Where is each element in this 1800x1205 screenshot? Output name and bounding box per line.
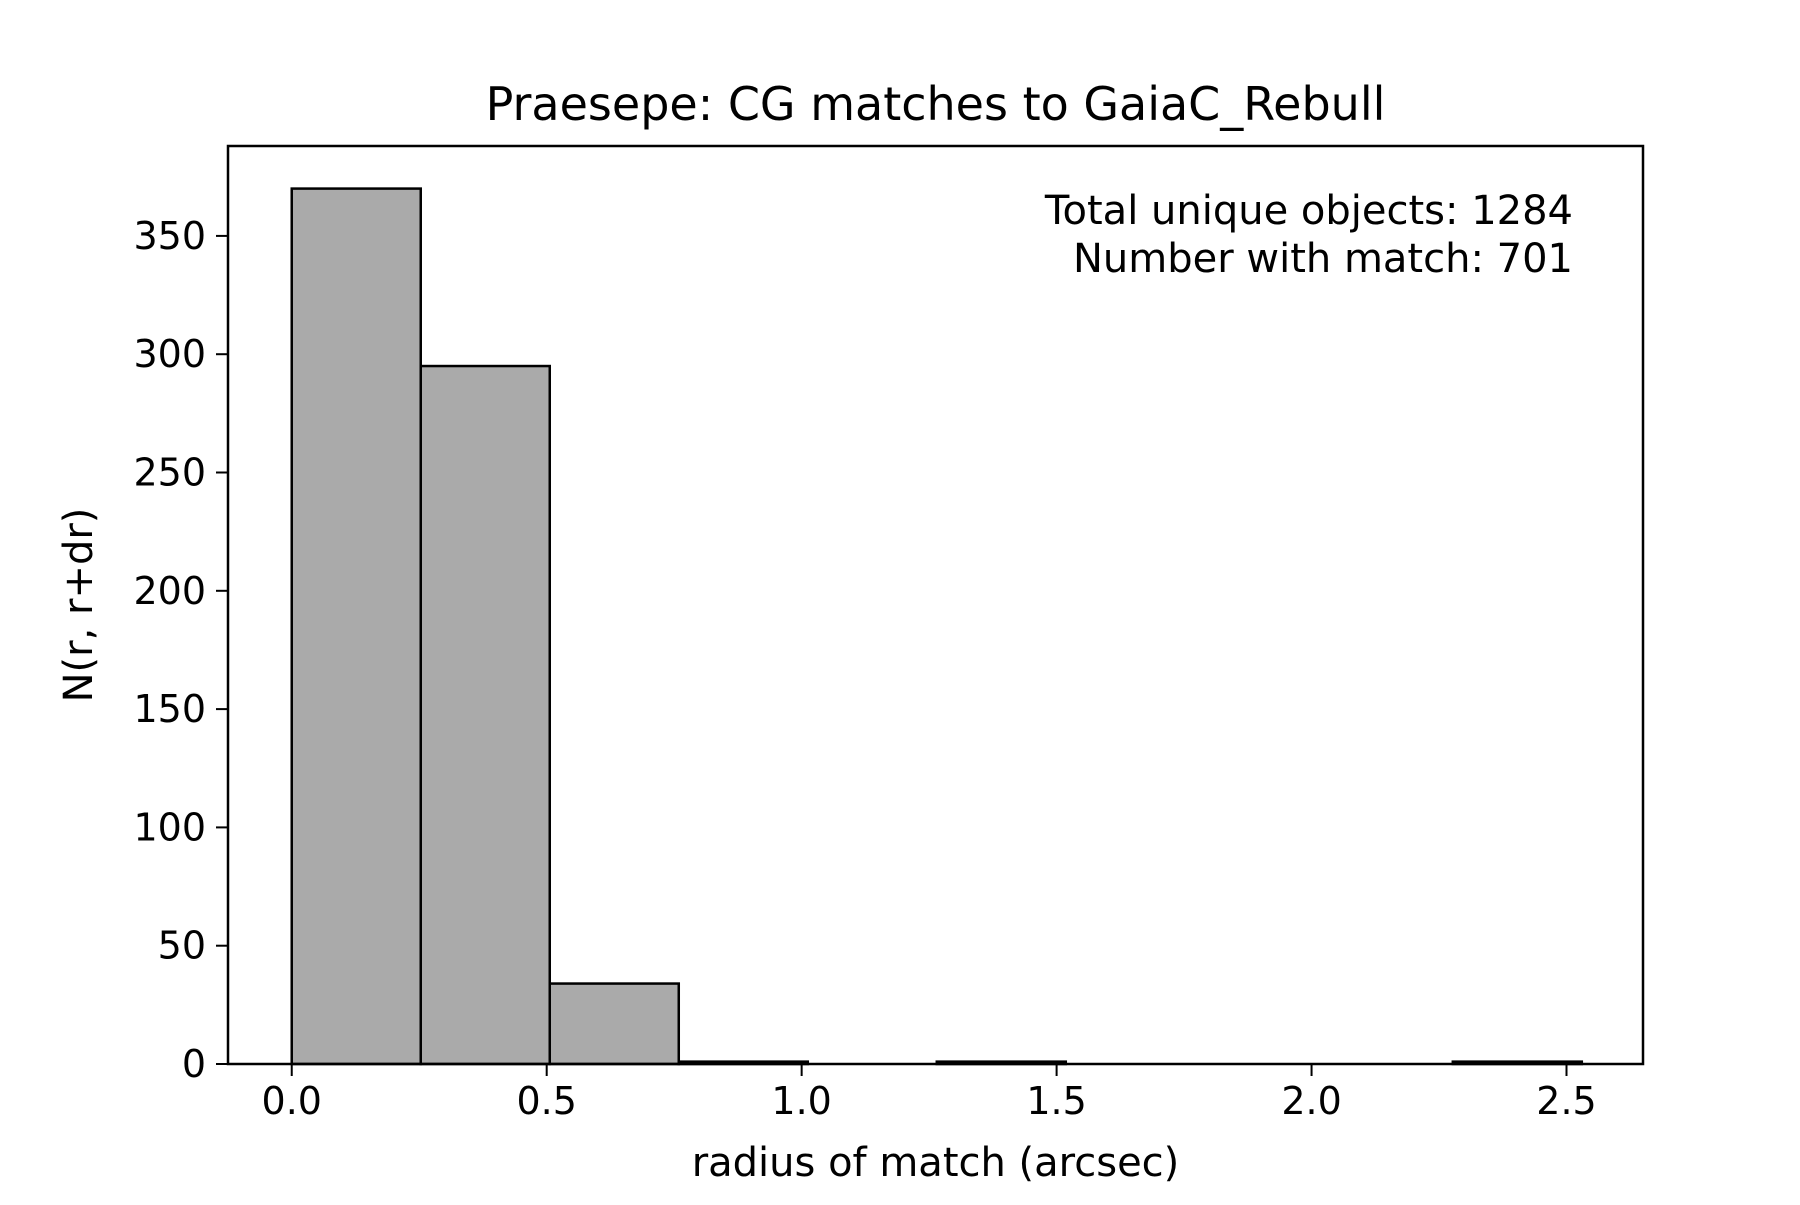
- x-tick-label-5: 2.5: [1536, 1079, 1596, 1123]
- annotation-number-matched: Number with match: 701: [1073, 236, 1573, 282]
- y-tick-label-1: 50: [158, 924, 206, 968]
- x-tick-label-0: 0.0: [262, 1079, 322, 1123]
- bars-layer: [290, 187, 1584, 1066]
- plot-frame: [226, 144, 1645, 1066]
- annotation-total-objects: Total unique objects: 1284: [1044, 188, 1573, 234]
- x-tick-label-2: 1.0: [771, 1079, 831, 1123]
- chart-title: Praesepe: CG matches to GaiaC_Rebull: [486, 77, 1386, 131]
- x-axis-title: radius of match (arcsec): [692, 1140, 1180, 1186]
- histogram-bar-1: [419, 364, 552, 1066]
- histogram-bar-0: [290, 187, 422, 1066]
- histogram-bar-2: [548, 982, 681, 1066]
- y-axis-title: N(r, r+dr): [56, 508, 102, 703]
- x-tick-label-1: 0.5: [516, 1079, 576, 1123]
- y-tick-label-6: 300: [133, 332, 206, 376]
- y-tick-label-3: 150: [133, 687, 206, 731]
- y-tick-label-2: 100: [133, 805, 206, 849]
- x-tick-label-3: 1.5: [1026, 1079, 1086, 1123]
- y-tick-label-4: 200: [133, 569, 206, 613]
- y-tick-label-5: 250: [133, 451, 206, 495]
- x-tick-label-4: 2.0: [1281, 1079, 1341, 1123]
- y-axis: 0 50 100 150 200 250 300 350: [133, 214, 228, 1086]
- y-tick-label-0: 0: [182, 1042, 206, 1086]
- x-axis: 0.0 0.5 1.0 1.5 2.0 2.5: [262, 1064, 1597, 1123]
- y-tick-label-7: 350: [133, 214, 206, 258]
